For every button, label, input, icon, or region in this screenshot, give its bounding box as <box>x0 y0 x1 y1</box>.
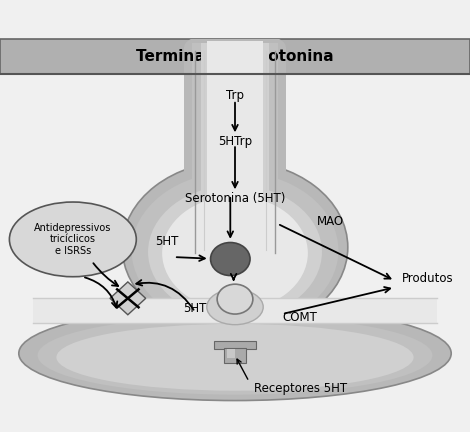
Ellipse shape <box>207 289 263 325</box>
Ellipse shape <box>184 31 286 63</box>
Bar <box>224 348 246 363</box>
Circle shape <box>211 242 250 276</box>
Text: Terminal de serotonina: Terminal de serotonina <box>136 49 334 64</box>
Bar <box>207 41 263 249</box>
Text: Receptores 5HT: Receptores 5HT <box>254 382 347 395</box>
Text: 5HT: 5HT <box>183 302 207 314</box>
Polygon shape <box>110 282 146 315</box>
Text: Produtos: Produtos <box>402 272 454 285</box>
Bar <box>192 43 278 255</box>
Bar <box>0 39 470 74</box>
Ellipse shape <box>19 306 451 400</box>
Text: MAO: MAO <box>317 215 345 228</box>
Ellipse shape <box>148 185 322 319</box>
Ellipse shape <box>122 161 348 334</box>
Ellipse shape <box>132 172 338 329</box>
Ellipse shape <box>56 324 414 391</box>
Circle shape <box>217 284 253 314</box>
Bar <box>201 43 269 251</box>
Ellipse shape <box>9 202 136 277</box>
Text: 5HT: 5HT <box>155 235 179 248</box>
Bar <box>214 341 256 349</box>
Text: Trp: Trp <box>226 89 244 102</box>
Bar <box>33 299 437 324</box>
Bar <box>184 47 286 259</box>
Text: Serotonina (5HT): Serotonina (5HT) <box>185 192 285 205</box>
Text: 5HTrp: 5HTrp <box>218 135 252 148</box>
Bar <box>227 349 235 358</box>
Ellipse shape <box>38 316 432 395</box>
Text: Antidepressivos
tricíclicos
e ISRSs: Antidepressivos tricíclicos e ISRSs <box>34 223 111 256</box>
Text: COMT: COMT <box>282 311 317 324</box>
Ellipse shape <box>162 196 308 310</box>
